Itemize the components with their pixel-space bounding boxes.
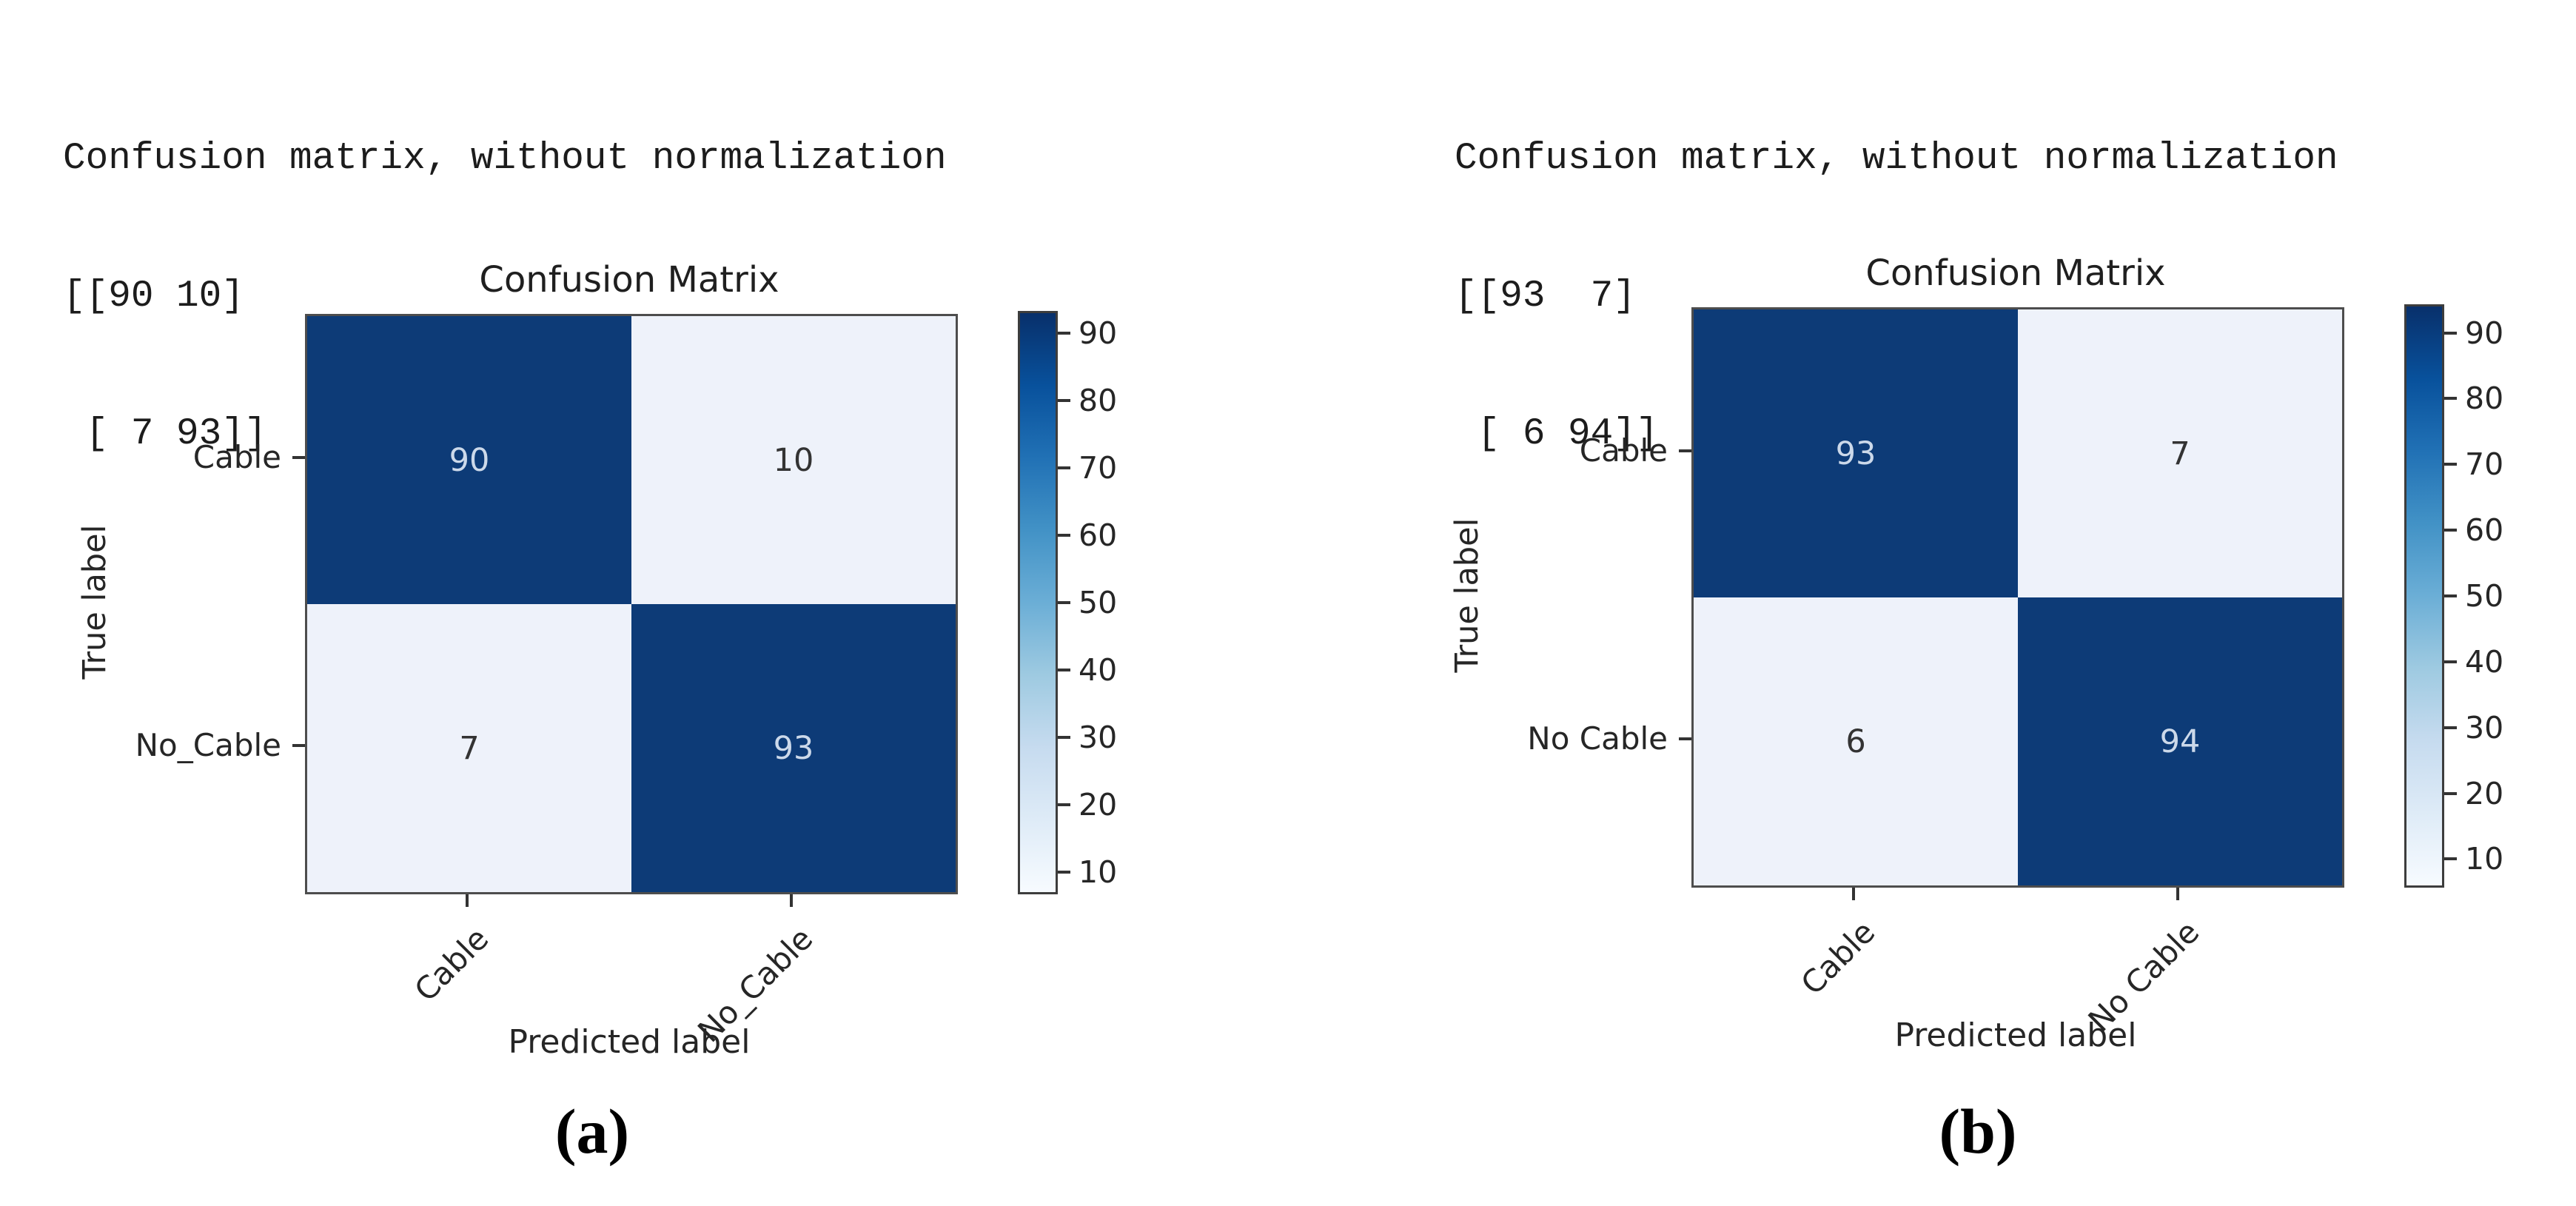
colorbar-tick-label: 40 [1079, 651, 1118, 688]
colorbar [1018, 311, 1058, 894]
console-line: [ 6 94]] [1455, 413, 1659, 455]
console-output: Confusion matrix, without normalization … [1455, 44, 2338, 549]
y-tick-label: No_Cable [135, 727, 281, 763]
colorbar-tick-mark [2444, 726, 2457, 729]
colorbar-tick-label: 70 [2465, 446, 2504, 483]
console-line: Confusion matrix, without normalization [1455, 138, 2338, 180]
colorbar-tick-label: 10 [1079, 854, 1118, 890]
y-tick-mark [1679, 737, 1691, 740]
colorbar-tick-label: 60 [2465, 512, 2504, 549]
console-line: [ 7 93]] [63, 413, 267, 455]
y-tick-mark [292, 456, 305, 459]
console-line: [[93 7] [1455, 275, 1636, 318]
colorbar-tick-mark [2444, 660, 2457, 663]
colorbar-tick-mark [1058, 399, 1070, 403]
x-tick-mark [790, 894, 793, 907]
colorbar-tick-label: 90 [2465, 315, 2504, 351]
y-tick-label: Cable [192, 439, 281, 475]
x-tick-label: Cable [407, 920, 496, 1009]
colorbar-tick-mark [2444, 594, 2457, 597]
heatmap-cell: 94 [2018, 597, 2342, 885]
colorbar-tick-mark [2444, 529, 2457, 532]
colorbar-tick-mark [1058, 332, 1070, 335]
colorbar-tick-mark [2444, 331, 2457, 335]
console-output: Confusion matrix, without normalization … [63, 44, 947, 549]
y-tick-label: Cable [1579, 432, 1668, 469]
colorbar-tick-label: 20 [1079, 786, 1118, 823]
console-line: [[90 10] [63, 275, 244, 318]
colorbar-tick-label: 60 [1079, 517, 1118, 554]
colorbar-tick-mark [2444, 463, 2457, 466]
colorbar-tick-label: 90 [1079, 315, 1118, 352]
colorbar-tick-mark [1058, 803, 1070, 806]
colorbar-ticks: 90 80 70 60 50 40 30 20 10 [2444, 304, 2563, 888]
heatmap: 90 10 7 93 [305, 314, 958, 894]
y-tick-label: No Cable [1527, 720, 1668, 757]
y-tick-mark [292, 744, 305, 747]
colorbar-tick-label: 70 [1079, 450, 1118, 486]
subfigure-caption: (b) [1939, 1096, 2017, 1167]
chart-title: Confusion Matrix [1865, 252, 2166, 294]
heatmap-cell: 93 [631, 604, 956, 892]
x-axis-label: Predicted label [1894, 1016, 2137, 1054]
colorbar-tick-label: 80 [2465, 381, 2504, 417]
colorbar-tick-mark [1058, 534, 1070, 537]
confusion-matrix-panel-b: Confusion matrix, without normalization … [1288, 0, 2576, 1206]
confusion-matrix-panel-a: Confusion matrix, without normalization … [63, 44, 1176, 1167]
colorbar-tick-label: 10 [2465, 841, 2504, 877]
console-line: Confusion matrix, without normalization [63, 138, 947, 180]
y-axis-label: True label [1449, 517, 1486, 673]
x-axis-label: Predicted label [508, 1023, 751, 1061]
colorbar-tick-label: 30 [2465, 709, 2504, 746]
x-tick-mark [2176, 888, 2179, 900]
colorbar-tick-mark [2444, 397, 2457, 401]
x-tick-mark [466, 894, 469, 907]
colorbar-tick-label: 50 [1079, 585, 1118, 620]
heatmap: 93 7 6 94 [1691, 307, 2344, 888]
colorbar-tick-mark [1058, 466, 1070, 470]
heatmap-cell: 7 [307, 604, 631, 892]
colorbar-tick-mark [1058, 601, 1070, 604]
colorbar-tick-label: 20 [2465, 775, 2504, 811]
heatmap-cell: 10 [631, 316, 956, 604]
heatmap-cell: 6 [1694, 597, 2018, 885]
x-tick-label: Cable [1794, 914, 1882, 1002]
chart-title: Confusion Matrix [479, 259, 779, 301]
y-axis-label: True label [76, 524, 113, 680]
colorbar-tick-mark [1058, 668, 1070, 671]
colorbar-ticks: 90 80 70 60 50 40 30 20 10 [1058, 311, 1176, 894]
colorbar-tick-mark [1058, 735, 1070, 739]
y-tick-mark [1679, 449, 1691, 452]
colorbar [2404, 304, 2444, 888]
x-tick-mark [1852, 888, 1855, 900]
heatmap-cell: 90 [307, 316, 631, 604]
colorbar-tick-label: 40 [2465, 643, 2504, 680]
heatmap-cell: 7 [2018, 309, 2342, 597]
heatmap-cell: 93 [1694, 309, 2018, 597]
colorbar-tick-label: 30 [1079, 719, 1118, 755]
colorbar-tick-label: 50 [2465, 578, 2504, 614]
colorbar-tick-mark [1058, 870, 1070, 874]
colorbar-tick-mark [2444, 857, 2457, 861]
colorbar-tick-label: 80 [1079, 383, 1118, 419]
subfigure-caption: (a) [554, 1096, 630, 1167]
colorbar-tick-mark [2444, 791, 2457, 795]
